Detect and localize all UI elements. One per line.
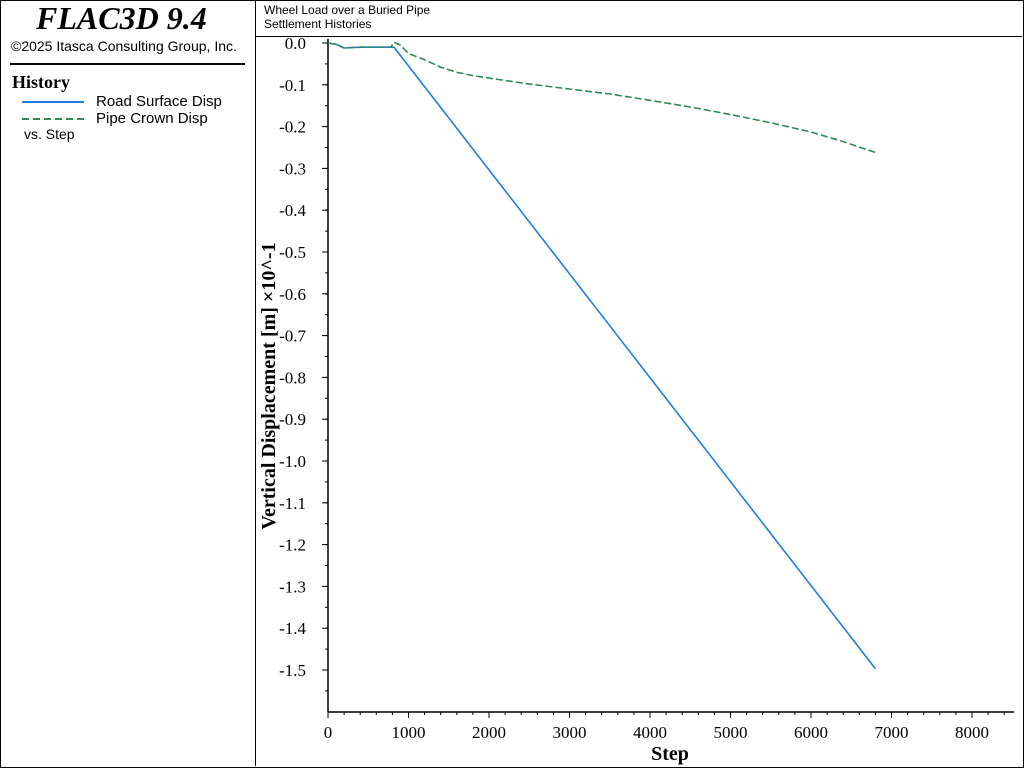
x-tick-label: 6000 <box>794 723 828 742</box>
series-line-pipe-crown <box>327 41 876 154</box>
legend-entry-road-surface: Road Surface Disp <box>22 93 252 111</box>
legend-heading: History <box>12 72 70 92</box>
y-tick-label: -0.5 <box>279 243 306 262</box>
y-tick-label: 0.0 <box>285 34 306 53</box>
legend-vs-label: vs. Step <box>24 126 75 142</box>
y-tick-label: -0.8 <box>279 368 306 387</box>
x-tick-label: 1000 <box>392 723 426 742</box>
y-tick-label: -1.4 <box>279 619 306 638</box>
legend-label-road-surface: Road Surface Disp <box>96 93 222 110</box>
x-axis-title: Step <box>651 743 689 765</box>
y-tick-label: -1.0 <box>279 452 306 471</box>
title-divider <box>10 63 245 65</box>
legend-swatch-road-surface <box>22 101 84 103</box>
y-tick-label: -0.9 <box>279 410 306 429</box>
y-tick-label: -1.2 <box>279 536 306 555</box>
y-axis-title: Vertical Displacement [m] ×10^-1 <box>258 242 280 529</box>
plot-subtitle: Settlement Histories <box>264 17 372 31</box>
x-tick-label: 8000 <box>955 723 989 742</box>
y-tick-label: -0.7 <box>279 327 306 346</box>
y-tick-label: -1.5 <box>279 661 306 680</box>
copyright-notice: ©2025 Itasca Consulting Group, Inc. <box>11 38 237 54</box>
y-tick-label: -0.6 <box>279 285 306 304</box>
x-tick-label: 5000 <box>714 723 748 742</box>
x-tick-label: 0 <box>324 723 333 742</box>
legend-label-pipe-crown: Pipe Crown Disp <box>96 110 208 127</box>
legend-entry-pipe-crown: Pipe Crown Disp <box>22 110 252 128</box>
legend-panel: FLAC3D 9.4 ©2025 Itasca Consulting Group… <box>0 0 256 766</box>
y-tick-label: -0.3 <box>279 159 306 178</box>
x-tick-label: 7000 <box>875 723 909 742</box>
y-tick-label: -1.3 <box>279 577 306 596</box>
x-tick-label: 3000 <box>553 723 587 742</box>
series-line-road-surface <box>327 42 877 670</box>
y-tick-label: -0.4 <box>279 201 306 220</box>
plot-header: Wheel Load over a Buried Pipe Settlement… <box>256 0 1022 37</box>
app-title: FLAC3D 9.4 <box>36 0 207 36</box>
y-tick-label: -0.2 <box>279 118 306 137</box>
y-tick-label: -0.1 <box>279 76 306 95</box>
y-tick-label: -1.1 <box>279 494 306 513</box>
plot-title: Wheel Load over a Buried Pipe <box>264 3 431 17</box>
x-tick-label: 2000 <box>472 723 506 742</box>
x-tick-label: 4000 <box>633 723 667 742</box>
